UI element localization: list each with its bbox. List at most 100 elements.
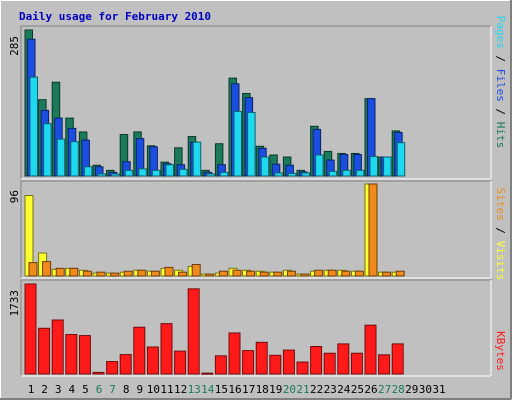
bar-hits-files-pages-pages-27-fill [383,156,392,177]
bar-kbytes-kbytes-27-fill [378,354,391,375]
legend-kbytes: KBytes [494,331,507,371]
bar-kbytes-kbytes-23-fill [323,352,336,375]
bar-kbytes-kbytes-5-fill [78,335,91,375]
bar-kbytes-kbytes-6-fill [92,371,105,375]
x-tick-label-14: 14 [201,383,215,396]
bar-kbytes-kbytes-27 [378,354,391,375]
bar-kbytes-kbytes-16-fill [228,332,241,375]
bar-hits-files-pages-pages-21 [301,172,310,177]
bar-sites-visits-visits-28-fill [395,270,405,277]
bar-kbytes-kbytes-28-fill [391,343,404,375]
x-tick-label-1: 1 [28,383,35,396]
bar-kbytes-kbytes-18-fill [255,341,268,375]
bar-sites-visits-visits-6 [96,271,106,277]
x-tick-label-12: 12 [174,383,187,396]
bar-hits-files-pages-pages-1-fill [29,76,38,177]
x-tick-label-8: 8 [123,383,130,396]
bar-kbytes-kbytes-26-fill [364,324,377,375]
legend-pages-files-hits--separator-3: / [494,102,507,122]
bar-kbytes-kbytes-1-fill [24,283,37,375]
bar-sites-visits-visits-16-fill [232,269,242,277]
bar-hits-files-pages-pages-11 [165,164,174,177]
x-tick-label-21: 21 [296,383,309,396]
bar-kbytes-kbytes-4 [65,334,78,375]
x-tick-label-26: 26 [364,383,377,396]
max-label-hits-files-pages: 285 [8,36,21,56]
bar-sites-visits-visits-4-fill [69,267,79,277]
x-tick-label-31: 31 [432,383,445,396]
bar-hits-files-pages-pages-14-fill [206,173,215,177]
bar-hits-files-pages-pages-28 [396,142,406,177]
legend-pages-files-hits--separator-1: / [494,49,507,69]
bar-hits-files-pages-pages-18-fill [260,156,270,177]
bar-sites-visits-visits-2-fill [42,261,52,277]
bar-sites-visits-visits-24-fill [341,270,351,277]
bar-sites-visits-visits-12-fill [178,271,188,277]
bar-sites-visits-visits-10-fill [150,270,160,277]
bar-sites-visits-visits-3 [55,267,65,277]
bar-hits-files-pages-pages-17 [247,111,256,177]
bar-sites-visits-visits-19-fill [273,271,283,277]
legend-pages-files-hits-hits: Hits [494,122,507,149]
bar-sites-visits-visits-13 [191,264,201,277]
bar-kbytes-kbytes-4-fill [65,334,78,375]
bar-kbytes-kbytes-12 [174,350,187,375]
bar-hits-files-pages-pages-15-fill [219,171,229,177]
bar-kbytes-kbytes-10-fill [146,346,159,375]
bar-hits-files-pages-pages-23-fill [328,170,338,177]
legend-sites-visits--separator-1: / [494,221,507,241]
bar-sites-visits-visits-10 [150,270,160,277]
bar-kbytes-kbytes-7 [106,361,119,375]
bar-kbytes-kbytes-25 [350,352,363,375]
bar-hits-files-pages-pages-7-fill [111,173,120,177]
legend-sites-visits-visits: Visits [494,241,507,281]
bar-kbytes-kbytes-8-fill [119,354,132,375]
bar-kbytes-kbytes-9 [133,326,146,375]
bar-sites-visits-visits-9 [137,269,147,277]
bar-hits-files-pages-pages-1 [29,76,38,177]
bar-sites-visits-visits-25-fill [354,270,364,277]
bar-kbytes-kbytes-18 [255,341,268,375]
x-tick-label-18: 18 [256,383,269,396]
bar-hits-files-pages-pages-2-fill [43,123,52,177]
bar-sites-visits-visits-28 [395,270,405,277]
bar-hits-files-pages-pages-3-fill [56,138,66,177]
x-tick-label-25: 25 [351,383,364,396]
bar-hits-files-pages-pages-4 [70,141,79,177]
bar-kbytes-kbytes-20-fill [282,349,295,375]
x-tick-label-30: 30 [419,383,432,396]
x-tick-label-9: 9 [136,383,143,396]
bar-hits-files-pages-pages-2 [43,123,52,177]
bar-hits-files-pages-pages-9 [138,168,147,177]
bar-hits-files-pages-pages-14 [206,173,215,177]
legend-kbytes-kbytes: KBytes [494,331,507,371]
bar-sites-visits-visits-22-fill [314,269,324,277]
legend-sites-visits-sites: Sites [494,188,507,221]
x-tick-label-22: 22 [310,383,323,396]
bar-hits-files-pages-pages-8 [124,169,134,177]
x-tick-label-10: 10 [147,383,160,396]
x-tick-label-4: 4 [68,383,75,396]
x-tick-label-11: 11 [160,383,173,396]
bar-hits-files-pages-pages-27 [383,156,392,177]
bar-sites-visits-visits-13-fill [191,264,201,277]
bar-hits-files-pages-pages-18 [260,156,270,177]
bar-sites-visits-visits-20 [286,270,296,277]
panel-sites-visits [20,180,492,279]
bar-hits-files-pages-pages-16 [233,110,242,177]
bar-hits-files-pages-pages-16-fill [233,110,242,177]
bar-hits-files-pages-pages-12 [179,168,188,177]
x-tick-label-15: 15 [215,383,228,396]
x-tick-label-5: 5 [82,383,89,396]
bar-kbytes-kbytes-12-fill [174,350,187,375]
bar-hits-files-pages-pages-8-fill [124,169,134,177]
bar-sites-visits-visits-1 [28,262,38,277]
bar-hits-files-pages-pages-13 [192,141,202,177]
bar-sites-visits-visits-5-fill [82,270,92,277]
bar-kbytes-kbytes-6 [92,371,105,375]
x-tick-label-28: 28 [392,383,405,396]
bar-hits-files-pages-pages-26-fill [369,156,378,177]
bar-kbytes-kbytes-13-fill [187,288,200,375]
bar-sites-visits-visits-8 [123,270,133,277]
max-label-sites-visits: 96 [8,190,21,203]
